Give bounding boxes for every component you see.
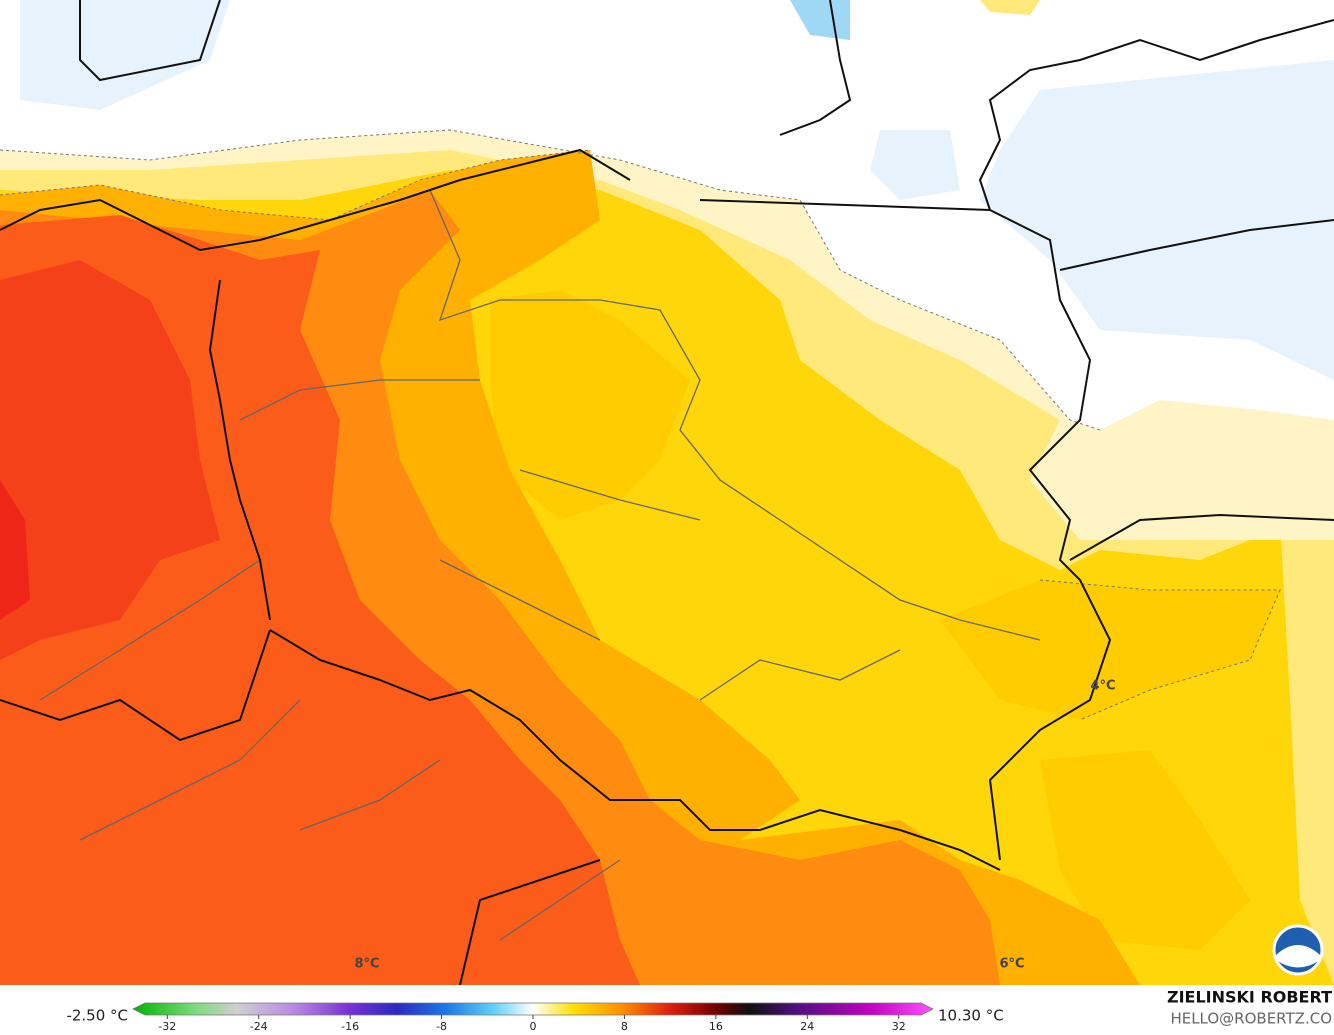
field-gold [490,290,690,520]
colorbar-tick-label: 16 [709,1020,723,1033]
colorbar-tick-label: -8 [436,1020,447,1033]
colorbar-tick-label: 8 [621,1020,628,1033]
field-white [0,0,1334,430]
credit-name: ZIELINSKI ROBERT [1167,988,1332,1007]
contour-line [1039,579,1281,721]
contour-line [0,129,1101,431]
field-red [0,260,220,660]
contour-label: 6°C [999,957,1024,972]
colorbar [132,1002,934,1016]
colorbar-tick-label: 32 [892,1020,906,1033]
field-deep-red [0,480,30,620]
country-border [0,0,1334,985]
field-pale-yellow [980,0,1040,15]
field-light-blue [870,130,960,200]
colorbar-tick-label: -16 [341,1020,359,1033]
field-gold [940,580,1280,720]
noaa-logo-wave [1276,945,1320,968]
region-border [39,189,1041,941]
field-light-blue [20,0,230,110]
contour-label: 8°C [354,957,379,972]
field-light-blue [980,60,1334,380]
coastline [0,148,991,252]
map: 4°C 8°C 6°C [0,0,1334,985]
min-label: -2.50 °C [66,1007,128,1025]
field-gold [1040,750,1250,950]
colorbar-tick-label: -24 [250,1020,268,1033]
country-border [269,629,1001,871]
colorbar-ticks: -32 -24 -16 -8 0 8 16 24 32 [158,1015,906,1033]
contour-label: 4°C [1090,679,1115,694]
country-border [978,19,1334,271]
colorbar-tick-label: 0 [530,1020,537,1033]
country-border [208,279,271,621]
colorbar-tick-label: 24 [800,1020,814,1033]
field-pale-yellow [1280,505,1334,985]
max-label: 10.30 °C [938,1007,1004,1025]
country-border [988,209,1112,861]
colorbar-tick-label: -32 [158,1020,176,1033]
credit-email: HELLO@ROBERTZ.CO [1170,1010,1332,1028]
